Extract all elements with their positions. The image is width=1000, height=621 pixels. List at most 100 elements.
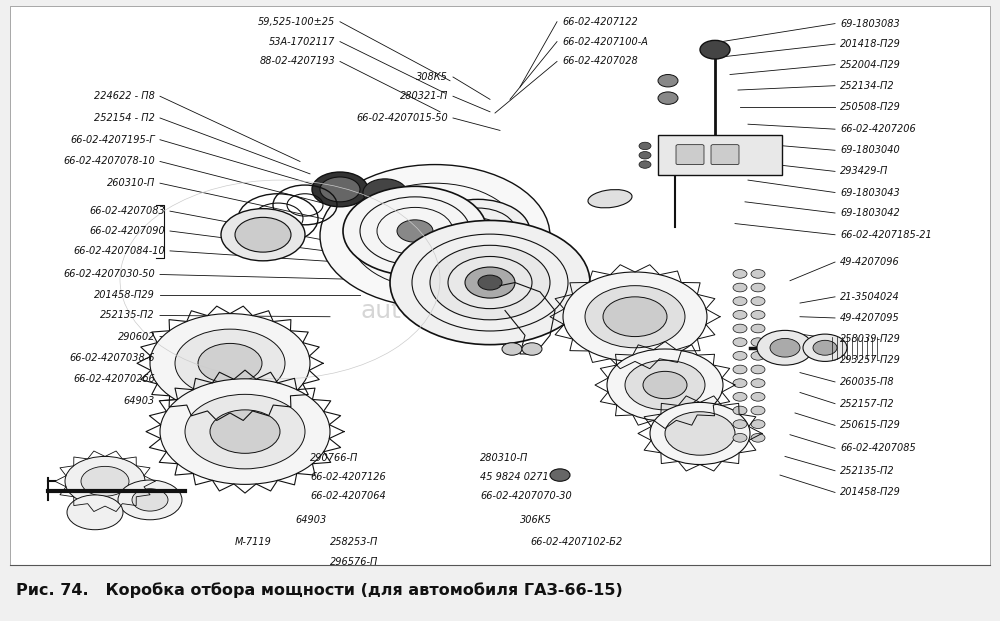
Circle shape: [751, 310, 765, 319]
Circle shape: [150, 314, 310, 413]
Circle shape: [363, 179, 407, 206]
Circle shape: [639, 161, 651, 168]
Text: 69-1803042: 69-1803042: [840, 208, 900, 218]
Circle shape: [803, 334, 847, 361]
Text: 201418-П29: 201418-П29: [840, 39, 901, 49]
Circle shape: [733, 351, 747, 360]
Text: 66-02-4207126: 66-02-4207126: [310, 472, 386, 482]
Text: 66-02-4207070-30: 66-02-4207070-30: [480, 491, 572, 501]
Circle shape: [478, 275, 502, 290]
Circle shape: [81, 466, 129, 496]
Text: 66-02-4207085: 66-02-4207085: [840, 443, 916, 453]
Circle shape: [320, 165, 550, 307]
FancyBboxPatch shape: [711, 145, 739, 165]
Text: 252135-П2: 252135-П2: [840, 466, 895, 476]
Circle shape: [733, 365, 747, 374]
Text: 66-02-4207122: 66-02-4207122: [562, 17, 638, 27]
Text: 290602: 290602: [118, 332, 155, 342]
Text: 66-02-4207078-10: 66-02-4207078-10: [63, 156, 155, 166]
Text: 250508-П29: 250508-П29: [840, 102, 901, 112]
Text: 66-02-4207185-21: 66-02-4207185-21: [840, 230, 932, 240]
Circle shape: [658, 75, 678, 87]
Circle shape: [235, 217, 291, 252]
Circle shape: [198, 343, 262, 383]
Text: 49-4207096: 49-4207096: [840, 257, 900, 267]
Circle shape: [700, 40, 730, 59]
Circle shape: [160, 379, 330, 484]
Text: 64903: 64903: [295, 515, 326, 525]
Text: 258253-П: 258253-П: [330, 537, 378, 546]
Circle shape: [733, 392, 747, 401]
FancyBboxPatch shape: [10, 6, 990, 565]
Text: 258039-П29: 258039-П29: [840, 334, 901, 344]
Text: 201458-П29: 201458-П29: [94, 290, 155, 300]
Circle shape: [751, 297, 765, 306]
Ellipse shape: [588, 189, 632, 208]
Text: 88-02-4207193: 88-02-4207193: [259, 57, 335, 66]
Circle shape: [733, 324, 747, 333]
Text: 21-3504024: 21-3504024: [840, 292, 900, 302]
Text: 66-02-4207206: 66-02-4207206: [840, 124, 916, 134]
Circle shape: [67, 495, 123, 530]
Text: 66-02-4207195-Г: 66-02-4207195-Г: [70, 135, 155, 145]
Circle shape: [550, 469, 570, 481]
Circle shape: [643, 371, 687, 399]
Circle shape: [585, 286, 685, 348]
Circle shape: [733, 420, 747, 428]
Circle shape: [625, 360, 705, 410]
Circle shape: [639, 152, 651, 159]
Circle shape: [733, 297, 747, 306]
Text: 66-02-4207100-А: 66-02-4207100-А: [562, 37, 648, 47]
Circle shape: [639, 142, 651, 150]
Text: 59,525-100±25: 59,525-100±25: [258, 17, 335, 27]
Text: 66-02-4207064: 66-02-4207064: [310, 491, 386, 501]
Circle shape: [751, 365, 765, 374]
Text: 69-1803040: 69-1803040: [840, 145, 900, 155]
Text: 252154 - П2: 252154 - П2: [94, 113, 155, 123]
Circle shape: [118, 480, 182, 520]
Circle shape: [430, 245, 550, 320]
Circle shape: [733, 270, 747, 278]
Text: 45 9824 0271: 45 9824 0271: [480, 472, 549, 482]
Text: 224622 - П8: 224622 - П8: [94, 91, 155, 101]
Text: 250615-П29: 250615-П29: [840, 420, 901, 430]
Circle shape: [813, 340, 837, 355]
Circle shape: [132, 489, 168, 511]
Circle shape: [751, 406, 765, 415]
Circle shape: [563, 272, 707, 361]
Circle shape: [665, 412, 735, 455]
Text: 66-02-4207102-Б2: 66-02-4207102-Б2: [530, 537, 622, 546]
Circle shape: [502, 343, 522, 355]
Text: 293257-П29: 293257-П29: [840, 355, 901, 365]
Circle shape: [390, 220, 590, 345]
Circle shape: [465, 267, 515, 298]
Text: 308К5: 308К5: [416, 72, 448, 82]
Text: 66-02-4207038-6: 66-02-4207038-6: [70, 353, 155, 363]
Circle shape: [757, 330, 813, 365]
Text: 69-1803043: 69-1803043: [840, 188, 900, 197]
Text: 66-02-4207084-10: 66-02-4207084-10: [73, 246, 165, 256]
Circle shape: [650, 402, 750, 465]
Text: 252135-П2: 252135-П2: [100, 310, 155, 320]
Circle shape: [320, 177, 360, 202]
Circle shape: [751, 420, 765, 428]
Text: 252157-П2: 252157-П2: [840, 399, 895, 409]
Circle shape: [751, 392, 765, 401]
Circle shape: [733, 283, 747, 292]
Text: 280321-П: 280321-П: [400, 91, 448, 101]
Circle shape: [603, 297, 667, 337]
Text: 260035-П8: 260035-П8: [840, 377, 895, 387]
Text: 66-02-4207090: 66-02-4207090: [89, 226, 165, 236]
Circle shape: [733, 379, 747, 388]
Text: 280310-П: 280310-П: [480, 453, 528, 463]
Circle shape: [210, 410, 280, 453]
Circle shape: [733, 433, 747, 442]
Circle shape: [65, 456, 145, 506]
FancyBboxPatch shape: [658, 135, 782, 175]
Text: М-7119: М-7119: [235, 537, 272, 546]
Circle shape: [751, 433, 765, 442]
Text: 66-02-4207083: 66-02-4207083: [89, 206, 165, 216]
Text: 306К5: 306К5: [520, 515, 552, 525]
Text: 53А-1702117: 53А-1702117: [269, 37, 335, 47]
Circle shape: [426, 199, 530, 264]
